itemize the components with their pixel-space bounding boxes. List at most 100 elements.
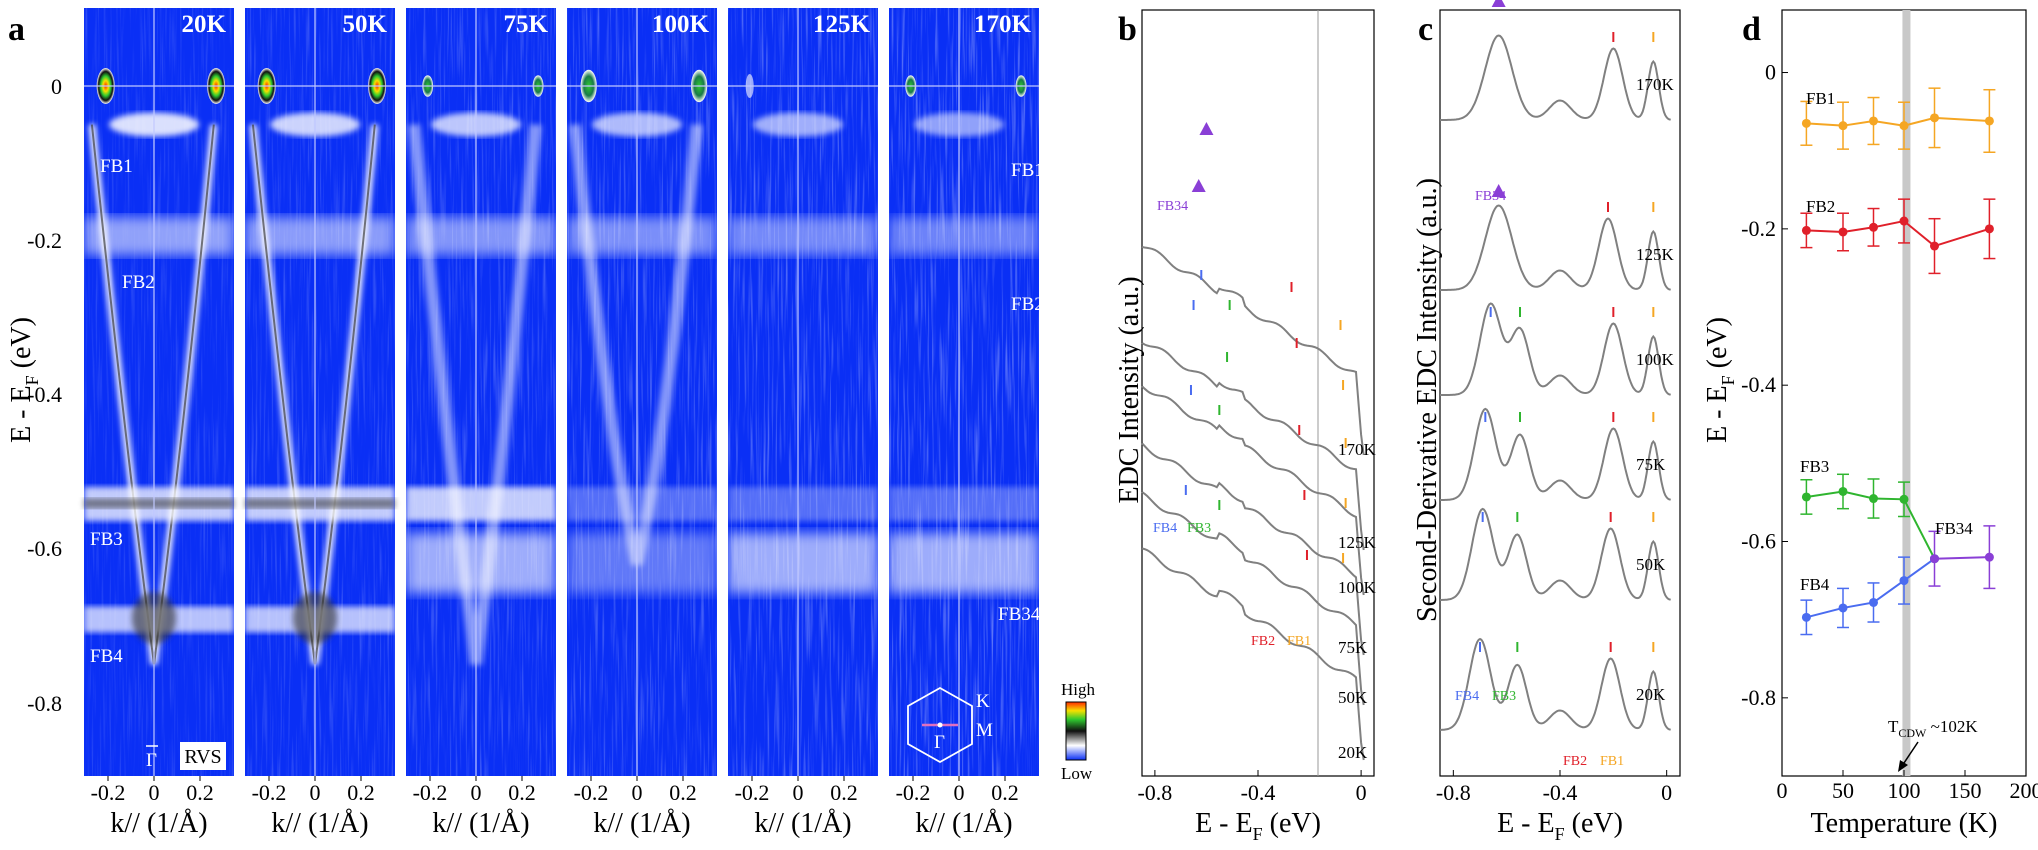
x-tick-label: 0: [310, 780, 321, 805]
x-tick-label: 0: [1777, 778, 1788, 803]
x-tick-label: 0.2: [991, 780, 1019, 805]
x-tick-label: -0.2: [252, 780, 287, 805]
second-derivative-curve-100K: [1440, 302, 1671, 396]
x-tick-label: 0: [149, 780, 160, 805]
band-label-fb2: FB2: [122, 272, 155, 293]
colorbar-low-label: Low: [1061, 764, 1093, 783]
arpes-panel-170K: 170K -0.2 0 0.2 k// (1/Å): [889, 8, 1039, 839]
data-point-FB3: [1899, 494, 1909, 504]
series-label: FB4: [1800, 575, 1830, 594]
band-label-fb4: FB4: [90, 646, 123, 667]
x-tick-label: 0: [1356, 780, 1367, 805]
flat-band-fb2: [84, 217, 234, 256]
x-tick-label: 200: [2010, 778, 2038, 803]
panel-letter-b: b: [1118, 11, 1137, 48]
second-derivative-curve-170K: [1440, 34, 1671, 121]
band-label: FB4: [1455, 689, 1479, 704]
x-tick-label: 0.2: [508, 780, 536, 805]
panel-c-x-title: E - EF (eV): [1497, 808, 1623, 844]
panel-d-x-title: Temperature (K): [1811, 808, 1998, 839]
x-tick-label: 0: [471, 780, 482, 805]
panel-c-second-derivative: 20K 50K 75K 100K 125K 170K FB34 FB4 FB3 FB2 FB1 -0…: [1412, 0, 1681, 844]
temperature-label: 170K: [974, 11, 1032, 38]
brillouin-zone-inset: Γ K M: [907, 686, 993, 764]
panel-a-y-title: E - EF (eV): [6, 317, 42, 443]
x-tick-label: 0: [793, 780, 804, 805]
flat-band-fb34: [567, 533, 717, 594]
x-tick-label: 0.2: [347, 780, 375, 805]
temperature-label: 125K: [813, 11, 871, 38]
edc-curve-125K: [1141, 342, 1365, 551]
second-derivative-curve-75K: [1440, 407, 1671, 501]
curve-temperature-label: 100K: [1636, 350, 1675, 369]
edc-curve-170K: [1141, 246, 1365, 456]
data-point-FB2: [1801, 225, 1811, 235]
series-line-FB1: [1806, 116, 1990, 127]
data-point-FB34: [1930, 554, 1939, 564]
edc-temperature-label: 75K: [1338, 638, 1368, 657]
y-tick-label: -0.8: [1741, 685, 1776, 710]
curve-temperature-label: 125K: [1636, 245, 1675, 264]
colorbar-gradient: [1065, 701, 1087, 761]
data-point-FB2: [1984, 224, 1994, 234]
data-point-FB3: [1801, 492, 1811, 502]
band-label-fb3: FB3: [90, 529, 123, 550]
x-tick-label: 50: [1832, 778, 1854, 803]
data-point-FB3: [1838, 486, 1848, 496]
arpes-panel-50K: 50K -0.2 0 0.2 k// (1/Å): [245, 8, 395, 839]
data-point-FB4: [1899, 576, 1909, 586]
panel-letter-c: c: [1418, 11, 1433, 48]
x-tick-label: -0.2: [574, 780, 609, 805]
arpes-panel-75K: 75K -0.2 0 0.2 k// (1/Å): [406, 8, 556, 839]
x-axis-title: k// (1/Å): [271, 808, 368, 839]
series-label: FB34: [1935, 519, 1973, 538]
x-tick-label: -0.4: [1543, 780, 1578, 805]
data-point-FB2: [1930, 241, 1939, 251]
edc-curve-75K: [1141, 442, 1365, 656]
data-point-FB3: [1869, 494, 1878, 504]
data-point-FB1: [1801, 118, 1811, 128]
flat-band-fb3-core: [84, 498, 234, 509]
second-derivative-curve-125K: [1440, 204, 1671, 291]
panel-d-temperature: 0 50 100 150 200 0 -0.2 -0.4 -0.6 -0.8 FB1 FB2 FB3 FB…: [1702, 9, 2038, 839]
panel-a-arpes: 20K -0.2 0 0.2 k// (1/Å) 50K -0.2 0 0.2 k// (1/Å)…: [6, 8, 1096, 839]
flat-band-fb34: [889, 533, 1039, 594]
y-tick-label: -0.4: [27, 382, 62, 407]
fb34-triangle-marker: [1191, 179, 1206, 192]
edc-temperature-label: 125K: [1338, 533, 1377, 552]
edc-band-label: FB2: [1251, 634, 1275, 649]
band-label: FB3: [1492, 689, 1516, 704]
data-point-FB34: [1984, 552, 1994, 562]
arpes-panel-20K: 20K -0.2 0 0.2 k// (1/Å): [84, 8, 234, 839]
bz-m-label: M: [976, 720, 993, 741]
data-point-FB4: [1801, 612, 1811, 622]
y-tick-label: -0.8: [27, 691, 62, 716]
flat-band-fb2: [889, 217, 1039, 256]
band-label: FB2: [1563, 754, 1587, 769]
gamma-label: Γ: [146, 750, 157, 771]
edc-curve-50K: [1141, 491, 1365, 706]
edc-band-label: FB1: [1287, 634, 1311, 649]
data-point-FB4: [1869, 597, 1878, 607]
arpes-panel-100K: 100K -0.2 0 0.2 k// (1/Å): [567, 8, 717, 839]
data-point-FB4: [1838, 603, 1848, 613]
edc-temperature-label: 170K: [1338, 440, 1377, 459]
panel-b-x-title: E - EF (eV): [1195, 808, 1321, 844]
x-axis-title: k// (1/Å): [593, 808, 690, 839]
x-tick-label: -0.2: [896, 780, 931, 805]
temperature-label: 50K: [343, 11, 388, 38]
edc-curve-20K: [1141, 547, 1365, 761]
series-label: FB1: [1806, 89, 1835, 108]
flat-band-fb3-core: [245, 498, 395, 509]
panel-c-x-axis: -0.8 -0.4 0: [1436, 770, 1672, 805]
y-tick-label: -0.6: [27, 536, 62, 561]
edc-band-label: FB34: [1157, 199, 1188, 214]
tcdw-arrowhead: [1898, 760, 1908, 772]
band-label-fb1: FB1: [100, 156, 133, 177]
x-axis-title: k// (1/Å): [110, 808, 207, 839]
tcdw-label: TCDW ~102K: [1888, 717, 1978, 740]
edc-band-label: FB4: [1153, 521, 1177, 536]
bz-k-label: K: [976, 691, 990, 712]
arpes-panels: 20K -0.2 0 0.2 k// (1/Å) 50K -0.2 0 0.2 k// (1/Å)…: [84, 8, 1039, 839]
